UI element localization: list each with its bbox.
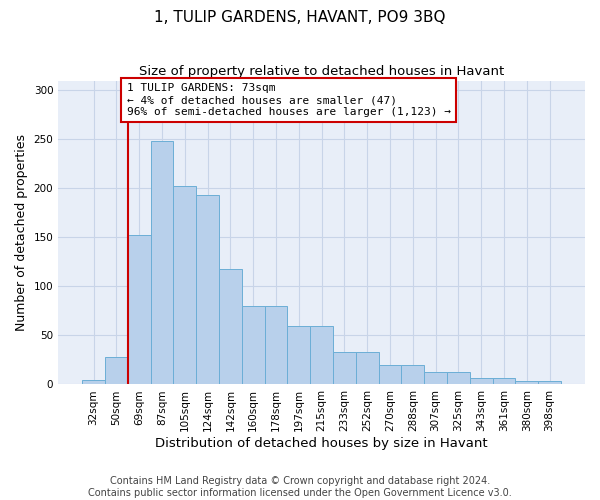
Text: 1, TULIP GARDENS, HAVANT, PO9 3BQ: 1, TULIP GARDENS, HAVANT, PO9 3BQ	[154, 10, 446, 25]
Bar	[151, 142, 173, 384]
Bar	[173, 186, 196, 384]
Bar	[401, 365, 424, 384]
Bar	[424, 372, 447, 384]
Text: Contains HM Land Registry data © Crown copyright and database right 2024.
Contai: Contains HM Land Registry data © Crown c…	[88, 476, 512, 498]
Bar	[333, 352, 356, 384]
Bar	[379, 365, 401, 384]
Text: 1 TULIP GARDENS: 73sqm
← 4% of detached houses are smaller (47)
96% of semi-deta: 1 TULIP GARDENS: 73sqm ← 4% of detached …	[127, 84, 451, 116]
Bar	[538, 380, 561, 384]
Bar	[219, 269, 242, 384]
Bar	[196, 196, 219, 384]
Bar	[470, 378, 493, 384]
Bar	[310, 326, 333, 384]
Bar	[265, 306, 287, 384]
Title: Size of property relative to detached houses in Havant: Size of property relative to detached ho…	[139, 65, 504, 78]
X-axis label: Distribution of detached houses by size in Havant: Distribution of detached houses by size …	[155, 437, 488, 450]
Bar	[493, 378, 515, 384]
Bar	[105, 357, 128, 384]
Bar	[82, 380, 105, 384]
Bar	[128, 236, 151, 384]
Bar	[287, 326, 310, 384]
Bar	[515, 380, 538, 384]
Y-axis label: Number of detached properties: Number of detached properties	[15, 134, 28, 331]
Bar	[356, 352, 379, 384]
Bar	[242, 306, 265, 384]
Bar	[447, 372, 470, 384]
